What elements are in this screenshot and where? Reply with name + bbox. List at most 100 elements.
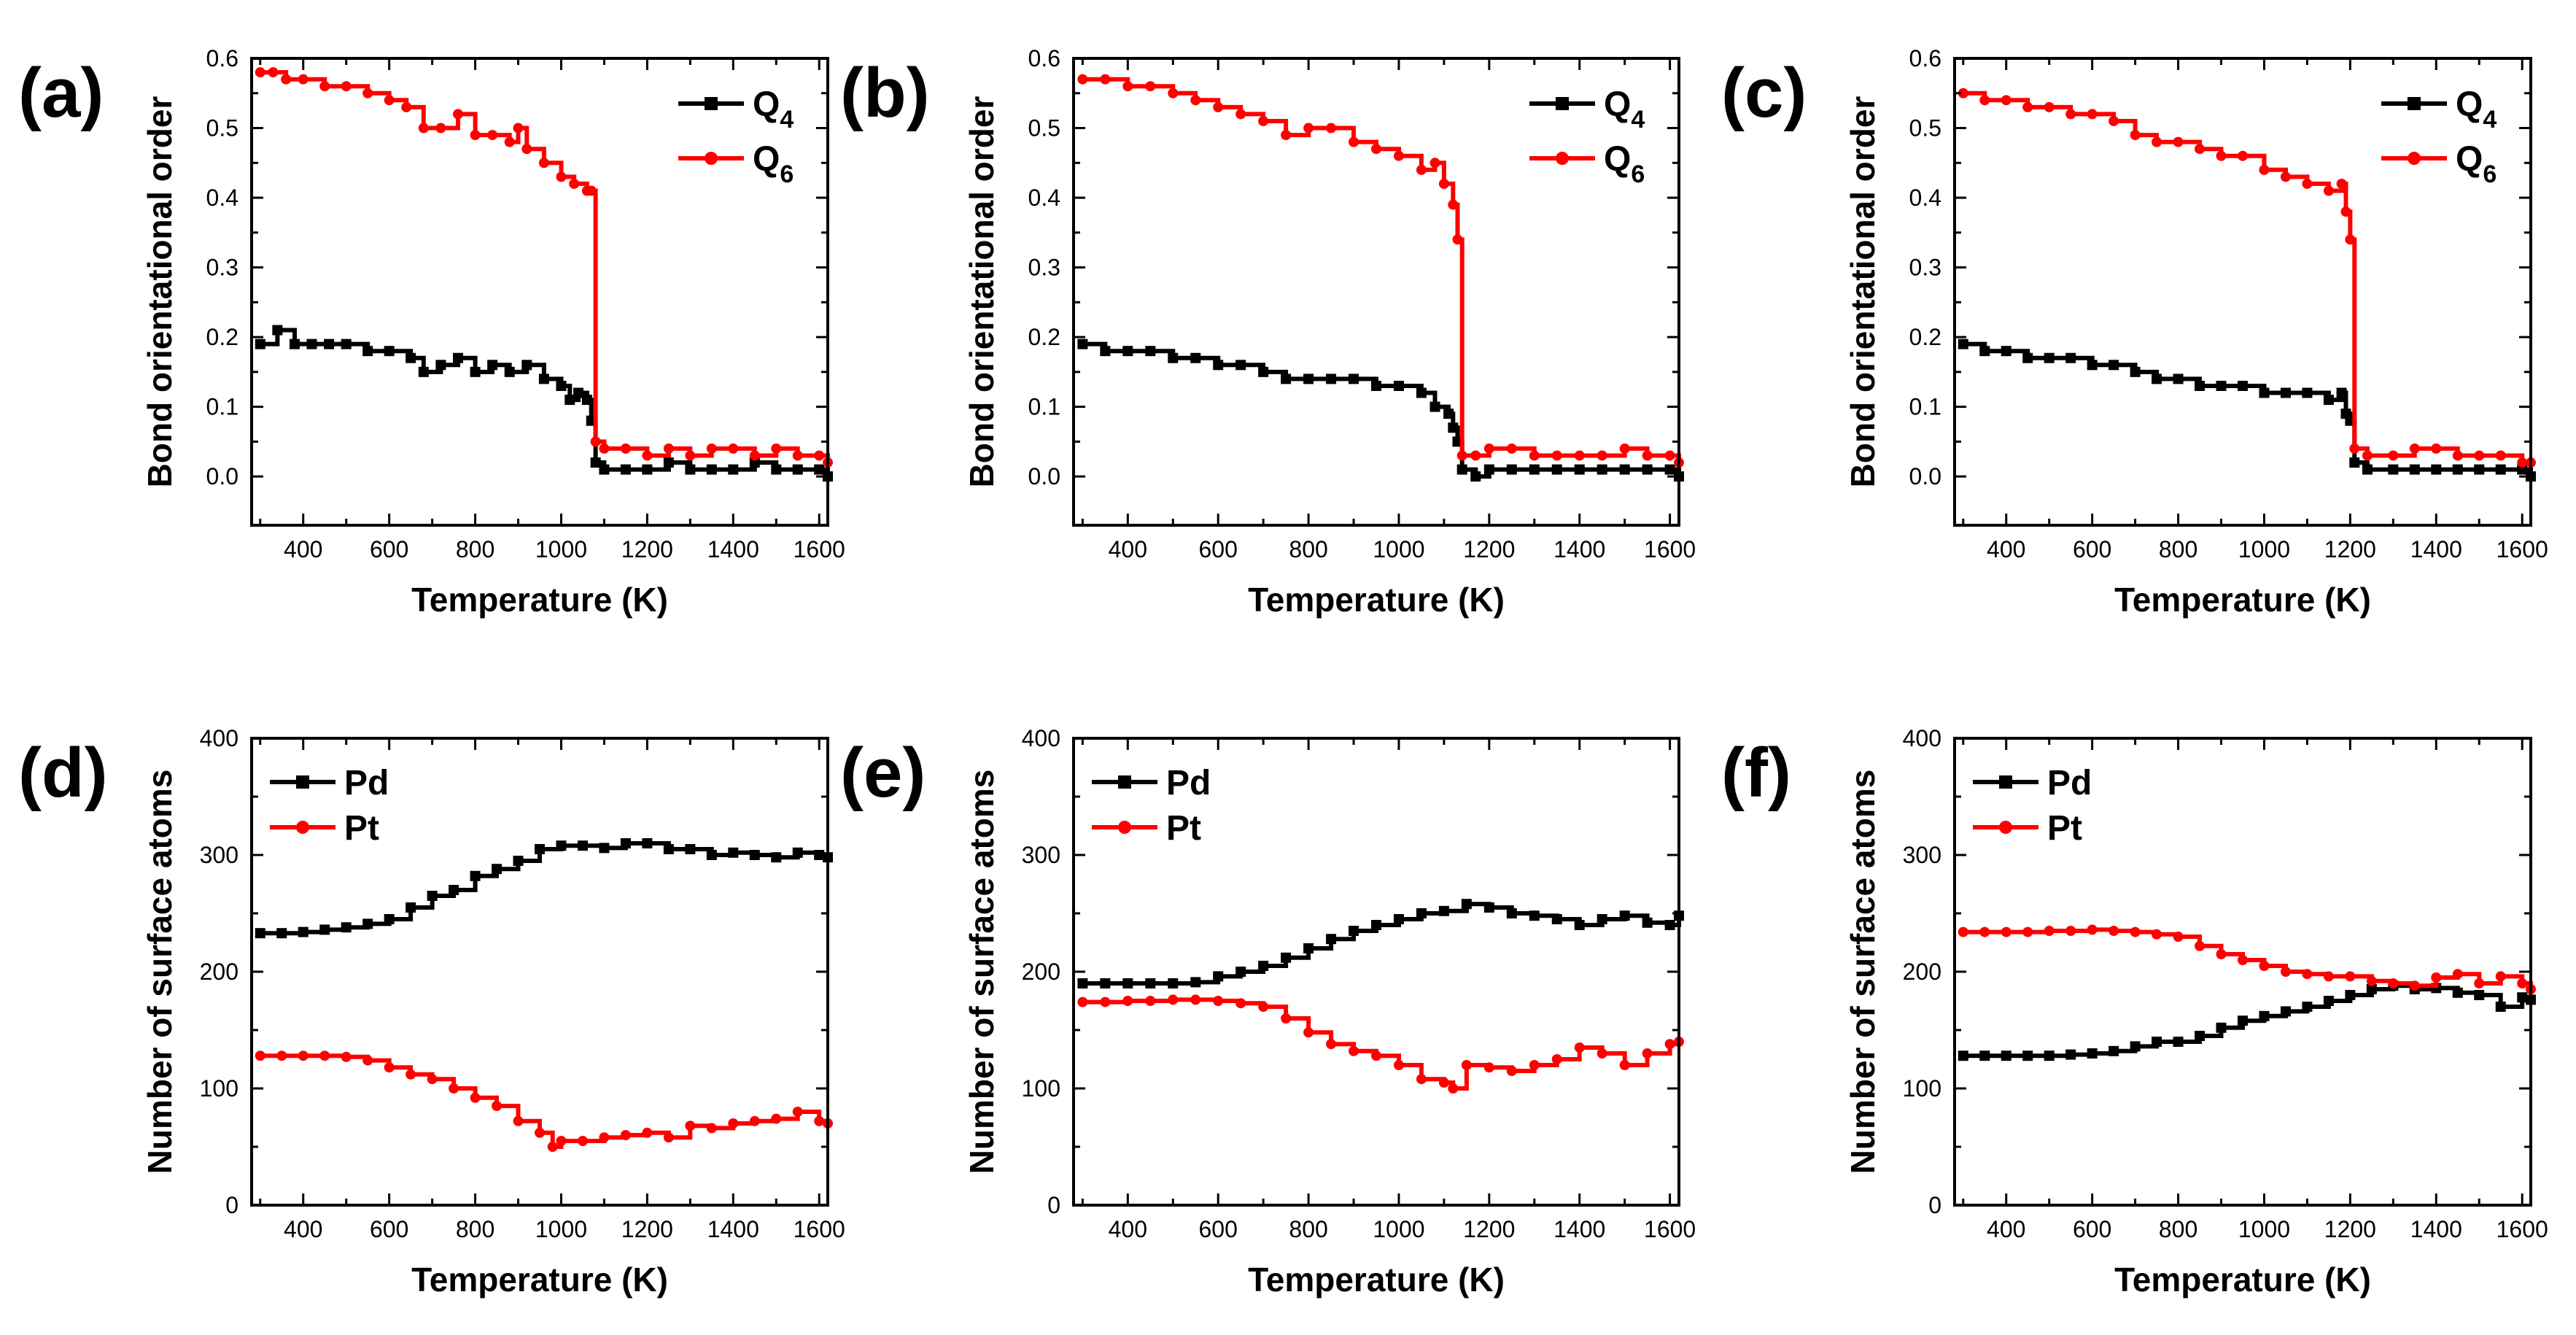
y-tick-label: 100	[200, 1075, 238, 1102]
data-point	[792, 847, 803, 858]
data-point	[2259, 1010, 2270, 1021]
y-tick-label: 0.1	[206, 394, 238, 420]
data-point	[2345, 971, 2356, 982]
data-point	[2259, 387, 2270, 398]
data-point	[728, 1118, 739, 1129]
data-point	[1077, 338, 1088, 349]
data-point	[1235, 360, 1246, 371]
data-point	[706, 1123, 717, 1134]
data-point	[2173, 1037, 2184, 1047]
data-point	[1393, 914, 1404, 924]
data-point	[1122, 346, 1133, 357]
data-point	[1145, 996, 1156, 1006]
data-point	[706, 850, 717, 860]
data-point	[406, 1069, 416, 1080]
data-point	[319, 81, 330, 92]
panel-label: (a)	[18, 54, 104, 132]
data-point	[556, 840, 567, 851]
data-point	[1235, 998, 1246, 1009]
y-tick-label: 0.1	[1909, 394, 1941, 420]
data-point	[1168, 88, 1179, 98]
data-point	[1619, 910, 1630, 921]
x-axis-label: Temperature (K)	[411, 1261, 668, 1299]
data-point	[2130, 366, 2141, 377]
y-tick-label: 400	[200, 725, 238, 751]
data-point	[1483, 902, 1494, 913]
data-point	[1597, 450, 1607, 461]
x-tick-label: 600	[370, 1216, 408, 1242]
data-point	[2349, 457, 2360, 468]
y-tick-label: 0.5	[1028, 115, 1060, 142]
data-point	[1438, 1077, 1449, 1088]
data-point	[1168, 978, 1179, 988]
data-point	[1303, 123, 1314, 134]
data-point	[2452, 987, 2463, 998]
legend-swatch-marker	[296, 821, 309, 834]
data-point	[2280, 1006, 2291, 1017]
x-axis-label: Temperature (K)	[411, 581, 668, 619]
data-point	[1281, 1013, 1292, 1024]
x-tick-label: 400	[1109, 536, 1147, 562]
data-point	[1461, 899, 1472, 910]
data-point	[1438, 178, 1449, 189]
data-point	[1452, 234, 1463, 245]
legend-label: Pd	[1166, 764, 1211, 802]
data-point	[504, 136, 515, 147]
data-point	[2065, 352, 2076, 363]
data-point	[1470, 450, 1481, 461]
data-point	[1145, 81, 1156, 92]
data-point	[2152, 1037, 2162, 1047]
data-point	[685, 844, 696, 854]
chart-panel-4: (d) 400 600 800 1000 1200 1400 1600 0 100 200 300 40…	[18, 725, 845, 1299]
data-point	[2130, 926, 2141, 937]
data-point	[2474, 978, 2485, 988]
data-point	[2495, 450, 2506, 461]
data-point	[2238, 1015, 2248, 1026]
y-tick-label: 200	[1022, 959, 1060, 985]
x-tick-label: 1200	[1463, 1216, 1515, 1242]
data-point	[1326, 934, 1337, 945]
panel-label: (f)	[1721, 734, 1791, 812]
data-point	[1416, 387, 1427, 398]
data-point	[1371, 920, 1381, 930]
data-point	[2340, 206, 2351, 217]
x-tick-label: 400	[284, 1216, 322, 1242]
series-markers	[255, 67, 833, 468]
data-point	[1664, 450, 1675, 461]
data-point	[470, 366, 481, 377]
data-point	[642, 450, 653, 461]
data-point	[1574, 450, 1585, 461]
data-point	[1077, 997, 1088, 1007]
data-point	[1077, 74, 1088, 85]
chart-panel-6: (f) 400 600 800 1000 1200 1400 1600 0 100 200 300 40…	[1721, 725, 2548, 1299]
data-point	[2323, 996, 2334, 1006]
data-point	[1371, 380, 1381, 391]
y-tick-label: 100	[1903, 1075, 1941, 1102]
y-tick-label: 200	[200, 959, 238, 985]
data-point	[2495, 1002, 2506, 1012]
y-tick-label: 0.5	[1909, 115, 1941, 142]
legend-label-subscript: 4	[780, 106, 794, 134]
y-axis-label: Number of surface atoms	[1844, 770, 1882, 1175]
y-tick-label: 0.6	[1909, 45, 1941, 71]
data-point	[1979, 346, 1990, 357]
data-point	[2452, 969, 2463, 980]
data-point	[470, 1092, 481, 1103]
x-axis-label: Temperature (K)	[2114, 1261, 2371, 1299]
data-point	[2044, 1050, 2055, 1061]
data-point	[2259, 961, 2270, 971]
data-point	[2044, 101, 2055, 112]
data-point	[2001, 926, 2011, 937]
chart-panels: (a)400 600 800 1000 1200 1400 16000.00.10.20.3…	[18, 45, 2548, 1299]
legend-label-subscript: 6	[2483, 160, 2497, 188]
data-point	[1326, 123, 1337, 134]
data-point	[1958, 1050, 1968, 1061]
data-point	[685, 464, 696, 475]
data-point	[1642, 464, 1653, 475]
data-point	[1235, 967, 1246, 977]
data-point	[2108, 926, 2119, 936]
legend: Pd Pt	[1092, 764, 1211, 848]
data-point	[2001, 1050, 2011, 1061]
data-point	[581, 395, 592, 406]
legend-label-subscript: 6	[1631, 160, 1645, 188]
